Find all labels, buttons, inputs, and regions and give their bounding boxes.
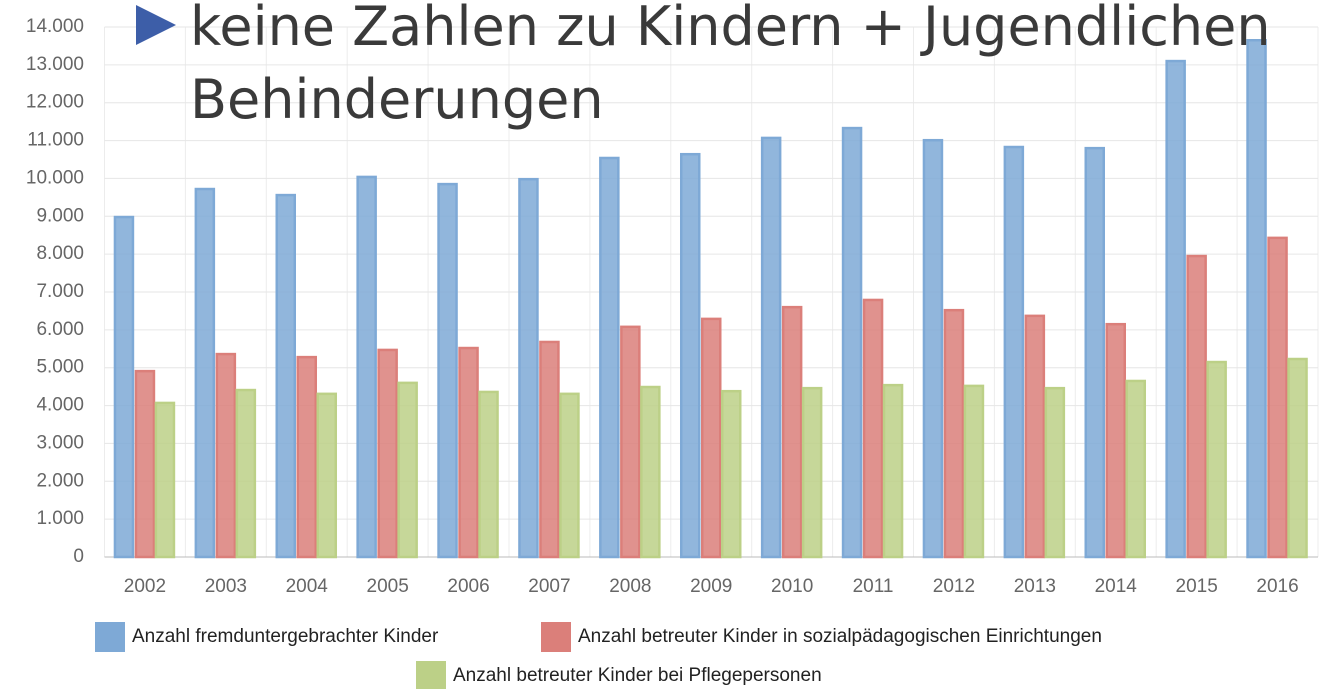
x-tick-label: 2011 (853, 576, 894, 597)
y-tick-label: 12.000 (26, 92, 84, 113)
bar (1105, 322, 1126, 559)
bar (215, 352, 237, 559)
x-tick-label: 2007 (528, 576, 570, 597)
x-tick-label: 2005 (367, 576, 409, 597)
bar (680, 152, 701, 559)
y-tick-label: 13.000 (26, 54, 84, 75)
bar (1024, 314, 1046, 559)
y-tick-label: 3.000 (36, 432, 84, 453)
bar (862, 298, 884, 559)
x-tick-label: 2004 (286, 576, 329, 597)
bar (701, 317, 722, 559)
y-tick-label: 11.000 (27, 130, 84, 151)
legend-swatch (541, 622, 571, 652)
bar (1165, 59, 1186, 559)
x-tick-label: 2002 (124, 576, 166, 597)
x-tick-label: 2010 (771, 576, 813, 597)
bar (620, 325, 641, 559)
bar (377, 348, 398, 559)
x-tick-label: 2012 (933, 576, 975, 597)
bar (599, 156, 620, 559)
bar (801, 386, 823, 559)
bullet-marker (136, 5, 176, 45)
bar (1287, 357, 1308, 559)
bar (882, 383, 904, 559)
bar (1003, 145, 1025, 559)
bar (518, 177, 539, 559)
y-tick-label: 2.000 (36, 470, 84, 491)
legend-swatch (95, 622, 125, 652)
bar (640, 385, 661, 559)
bar (356, 175, 377, 559)
annotation: Behinderungen (190, 68, 604, 131)
x-tick-label: 2015 (1176, 576, 1218, 597)
bar (1267, 236, 1288, 559)
x-tick-label: 2003 (205, 576, 247, 597)
bar (275, 193, 296, 559)
y-tick-label: 7.000 (36, 281, 84, 302)
bar (1044, 386, 1066, 559)
bar (296, 355, 317, 559)
bar (478, 390, 499, 559)
annotation: keine Zahlen zu Kindern + Jugendlichen (190, 0, 1271, 58)
y-tick-label: 4.000 (36, 395, 84, 416)
x-tick-label: 2008 (609, 576, 651, 597)
bar (760, 136, 782, 559)
bar (235, 388, 257, 559)
y-tick-label: 5.000 (36, 357, 84, 378)
y-tick-label: 0 (73, 546, 84, 567)
bar (458, 346, 479, 559)
y-tick-label: 8.000 (36, 243, 84, 264)
y-tick-label: 1.000 (36, 508, 84, 529)
bar (1246, 39, 1267, 559)
y-tick-label: 10.000 (26, 167, 84, 188)
bar (1186, 254, 1207, 559)
bar (397, 381, 418, 559)
bar (154, 401, 176, 559)
bar (721, 389, 742, 559)
legend-swatch (416, 661, 446, 689)
legend-label: Anzahl fremduntergebrachter Kinder (132, 626, 439, 647)
bar (1206, 360, 1227, 559)
x-tick-label: 2009 (690, 576, 732, 597)
bar (781, 305, 803, 559)
bar (437, 182, 458, 559)
bar (943, 308, 965, 559)
bar (113, 215, 135, 559)
bar (1125, 379, 1146, 559)
bar (963, 384, 985, 559)
x-tick-label: 2014 (1095, 576, 1138, 597)
bar (841, 126, 863, 559)
bar (194, 187, 216, 559)
bar (1084, 146, 1105, 559)
bar (559, 392, 580, 559)
y-tick-label: 9.000 (36, 205, 84, 226)
x-tick-label: 2006 (447, 576, 489, 597)
y-tick-label: 6.000 (36, 319, 84, 340)
x-tick-label: 2016 (1256, 576, 1298, 597)
legend-label: Anzahl betreuter Kinder in sozialpädagog… (578, 626, 1102, 647)
x-tick-label: 2013 (1014, 576, 1056, 597)
y-tick-label: 14.000 (26, 16, 84, 37)
bar (134, 369, 156, 559)
bar (539, 340, 560, 559)
bar (316, 392, 337, 559)
legend-label: Anzahl betreuter Kinder bei Pflegeperson… (453, 665, 822, 686)
bar (922, 138, 944, 559)
